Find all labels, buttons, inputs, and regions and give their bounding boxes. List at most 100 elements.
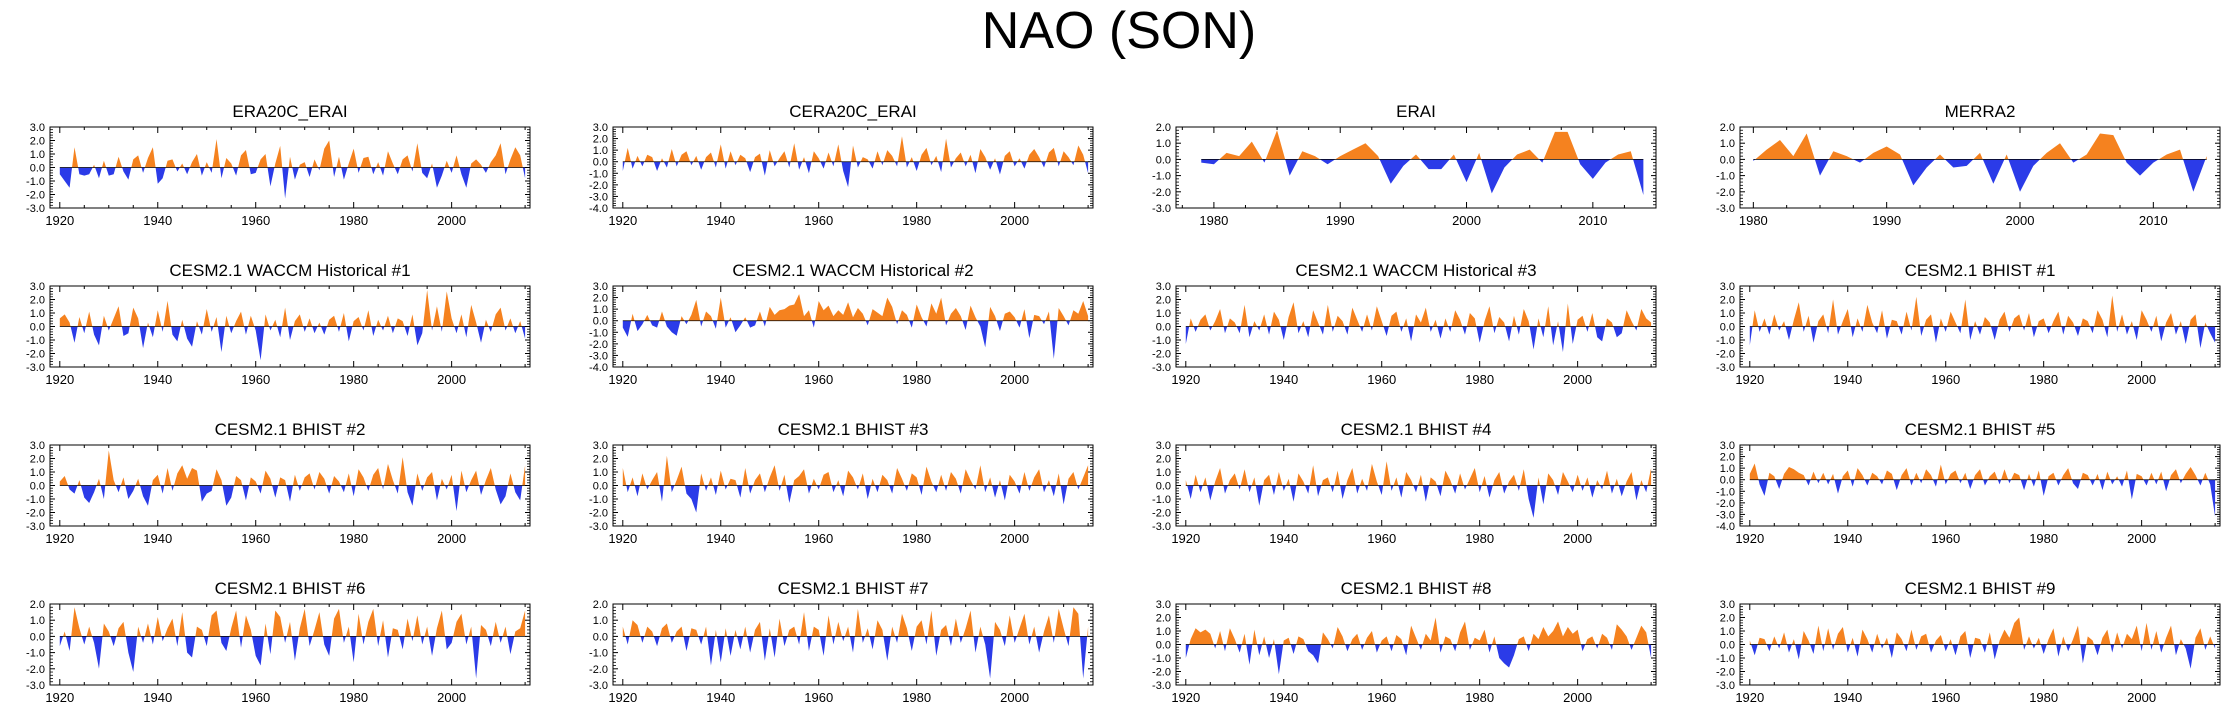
panel-15: CESM2.1 BHIST #8 -3.0-2.0 -1.00.0 1.02.0 3.0… <box>1152 579 1657 705</box>
xtick-label: 1920 <box>1735 372 1764 387</box>
xtick-label: 1940 <box>143 213 172 228</box>
plot-frame <box>612 285 1094 368</box>
xtick-label: 1960 <box>1931 690 1960 705</box>
ytick-label: 3.0 <box>1156 281 1171 293</box>
xtick-label: 1980 <box>902 213 931 228</box>
panel-title: CESM2.1 BHIST #2 <box>215 420 366 439</box>
ytick-label: -3.0 <box>1152 362 1171 374</box>
negative-area <box>1185 326 1638 353</box>
ytick-label: -2.0 <box>1716 667 1735 679</box>
xtick-label: 2000 <box>2127 372 2156 387</box>
ytick-label: 1.0 <box>1156 138 1171 150</box>
xtick-label: 1960 <box>1367 531 1396 546</box>
ytick-label: 1.0 <box>30 467 45 479</box>
ytick-label: 1.0 <box>30 615 45 627</box>
ytick-label: 2.0 <box>593 454 608 466</box>
xtick-label: 1980 <box>1465 372 1494 387</box>
xtick-label: 1920 <box>45 213 74 228</box>
negative-area <box>68 485 523 512</box>
ytick-label: 2.0 <box>1720 613 1735 625</box>
ytick-label: 3.0 <box>30 440 45 452</box>
xtick-label: 1960 <box>804 531 833 546</box>
ytick-label: 0.0 <box>1720 154 1735 166</box>
ytick-label: 0.0 <box>1720 322 1735 334</box>
xtick-label: 1980 <box>339 690 368 705</box>
positive-area <box>1189 302 1652 327</box>
negative-area <box>1187 485 1648 518</box>
ytick-label: 0.0 <box>593 481 608 493</box>
ytick-label: -1.0 <box>26 648 45 660</box>
xtick-label: 1920 <box>1735 531 1764 546</box>
panel-title: CESM2.1 BHIST #1 <box>1905 261 2056 280</box>
negative-area <box>1201 159 1644 196</box>
panel-title: CESM2.1 BHIST #8 <box>1341 579 1492 598</box>
negative-area <box>625 636 1088 679</box>
xtick-label: 1920 <box>1171 690 1200 705</box>
xtick-label: 1980 <box>902 690 931 705</box>
ytick-label: -3.0 <box>589 191 608 203</box>
positive-area <box>622 455 1089 486</box>
xtick-label: 2000 <box>1000 372 1029 387</box>
ytick-label: -1.0 <box>1716 335 1735 347</box>
xtick-label: 1980 <box>902 531 931 546</box>
xtick-label: 1980 <box>1199 213 1228 228</box>
ytick-label: 0.0 <box>593 316 608 328</box>
xtick-label: 1980 <box>1739 213 1768 228</box>
positive-area <box>631 294 1089 321</box>
ytick-label: 0.0 <box>30 163 45 175</box>
negative-area <box>1185 644 1652 675</box>
positive-area <box>63 607 526 637</box>
xtick-label: 1960 <box>804 372 833 387</box>
xtick-label: 1920 <box>45 531 74 546</box>
ytick-label: 2.0 <box>1156 454 1171 466</box>
negative-area <box>59 167 526 199</box>
ytick-label: 3.0 <box>593 440 608 452</box>
panel-1: ERA20C_ERAI -3.0-2.0 -1.00.0 1.02.0 3.0 1920 1… <box>26 102 531 228</box>
xtick-label: 1920 <box>45 372 74 387</box>
xtick-label: 2000 <box>1000 213 1029 228</box>
ytick-label: -2.0 <box>26 190 45 202</box>
ytick-label: -2.0 <box>1716 187 1735 199</box>
xtick-label: 1940 <box>143 372 172 387</box>
ytick-label: -3.0 <box>1152 203 1171 215</box>
ytick-label: 1.0 <box>593 615 608 627</box>
xtick-label: 1940 <box>1833 372 1862 387</box>
ytick-label: 2.0 <box>30 454 45 466</box>
ytick-label: 2.0 <box>1720 295 1735 307</box>
positive-area <box>1749 617 2214 645</box>
plot-frame <box>1739 444 2221 527</box>
ytick-label: 2.0 <box>593 599 608 611</box>
plot-frame <box>1175 126 1657 209</box>
ytick-label: -1.0 <box>589 168 608 180</box>
ytick-label: 1.0 <box>30 149 45 161</box>
ytick-label: 1.0 <box>1156 626 1171 638</box>
xtick-label: 2000 <box>1563 372 1592 387</box>
xtick-label: 1920 <box>608 372 637 387</box>
xtick-label: 2000 <box>1563 690 1592 705</box>
ytick-label: 0.0 <box>593 157 608 169</box>
ytick-label: -3.0 <box>589 350 608 362</box>
ytick-label: -4.0 <box>589 203 608 215</box>
xtick-label: 1980 <box>2029 531 2058 546</box>
ytick-label: 1.0 <box>1720 138 1735 150</box>
xtick-label: 1980 <box>1465 531 1494 546</box>
xtick-label: 2000 <box>437 213 466 228</box>
ytick-label: -3.0 <box>26 203 45 215</box>
ytick-label: -2.0 <box>1152 349 1171 361</box>
ytick-label: 1.0 <box>1720 308 1735 320</box>
ytick-label: 1.0 <box>1156 308 1171 320</box>
xtick-label: 1940 <box>1833 531 1862 546</box>
xtick-label: 2000 <box>2127 690 2156 705</box>
ytick-label: -1.0 <box>589 494 608 506</box>
negative-area <box>59 636 515 679</box>
positive-area <box>622 607 1089 637</box>
xtick-label: 1990 <box>1872 213 1901 228</box>
panel-title: ERA20C_ERAI <box>232 102 347 121</box>
panel-title: MERRA2 <box>1945 102 2016 121</box>
positive-area <box>1189 617 1649 645</box>
ytick-label: -2.0 <box>26 508 45 520</box>
ytick-label: 2.0 <box>1156 122 1171 134</box>
xtick-label: 1940 <box>706 372 735 387</box>
xtick-label: 1940 <box>1269 690 1298 705</box>
xtick-label: 1980 <box>339 213 368 228</box>
